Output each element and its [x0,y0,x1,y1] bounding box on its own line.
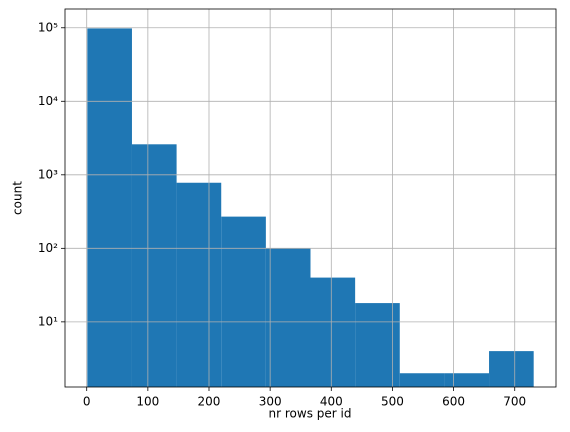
bar [131,144,177,387]
y-tick-label: 10⁴ [38,94,58,108]
y-tick-label: 10¹ [38,314,58,328]
x-tick-label: 0 [83,395,91,409]
plot-frame [64,8,557,388]
bar [176,182,222,387]
x-tick-label: 700 [503,395,526,409]
y-axis-label: count [11,181,25,215]
bar [399,373,445,387]
y-tick-label: 10² [38,241,58,255]
y-tick-label: 10⁵ [38,20,58,34]
bar [221,216,266,387]
x-tick-label: 600 [442,395,465,409]
bar [310,277,356,387]
x-tick-label: 500 [381,395,404,409]
y-tick-label: 10³ [38,167,58,181]
bar [444,373,490,387]
x-tick-label: 400 [320,395,343,409]
bar [489,351,534,387]
x-tick-label: 200 [198,395,221,409]
bar [355,303,400,387]
x-axis-label: nr rows per id [269,407,352,421]
bar [265,248,311,387]
x-tick-label: 100 [136,395,159,409]
bar [87,28,132,388]
x-tick-label: 300 [259,395,282,409]
